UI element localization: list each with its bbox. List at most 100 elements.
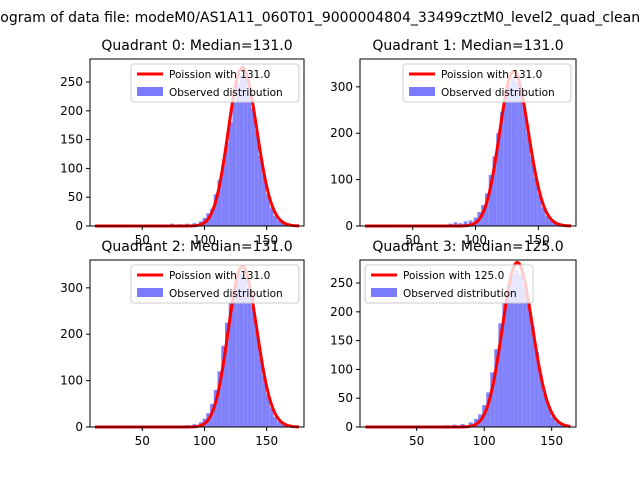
hist-bar [515, 82, 519, 226]
hist-bar [228, 122, 233, 226]
legend: Poission with 131.0 Observed distribution [130, 264, 300, 304]
hist-bar [217, 179, 222, 226]
y-tick-label: 50 [68, 190, 83, 204]
quadrant-title: Quadrant 3: Median=125.0 [372, 239, 563, 255]
x-tick-label: 50 [135, 233, 150, 247]
y-tick-label: 200 [60, 327, 83, 341]
hist-bar [232, 102, 237, 226]
hist-bar [217, 371, 222, 427]
hist-bar [221, 345, 225, 427]
legend-box [130, 63, 300, 103]
quadrant-title: Quadrant 0: Median=131.0 [101, 38, 292, 54]
hist-bar [266, 194, 270, 226]
hist-bar [468, 220, 473, 226]
y-tick-label: 150 [330, 334, 353, 348]
hist-bar [228, 301, 233, 427]
hist-bar [251, 107, 255, 226]
hist-bar [484, 193, 489, 226]
axes-frame [89, 259, 305, 428]
legend-curve-label: Poission with 125.0 [403, 270, 504, 282]
axes-frame [359, 58, 577, 227]
x-tick-label: 50 [405, 233, 420, 247]
hist-bar [280, 424, 285, 427]
hist-bar [258, 155, 263, 226]
hist-bar [537, 194, 542, 226]
hist-bar [518, 274, 523, 427]
hist-bar [538, 375, 543, 427]
quadrant-title: Quadrant 1: Median=131.0 [372, 38, 563, 54]
hist-bar [251, 306, 255, 427]
hist-bar [232, 287, 237, 427]
hist-bar [542, 393, 547, 427]
hist-bar [490, 372, 495, 427]
hist-bar [522, 285, 527, 427]
y-tick-label: 0 [345, 420, 353, 434]
hist-bar [518, 91, 523, 226]
y-tick-label: 250 [330, 276, 353, 290]
quadrant-2-panel: 50 100 150 0 100 200 300 Poission with 131.0 Obs… [60, 259, 305, 448]
quadrant-0-panel: 50 100 150 0 50 100 150 200 250 Poission with 131… [60, 58, 305, 247]
hist-bar [266, 394, 270, 427]
hist-bar [546, 406, 552, 427]
hist-bar [552, 223, 557, 226]
y-tick-label: 100 [330, 362, 353, 376]
hist-bar [502, 303, 507, 427]
y-tick-label: 300 [330, 80, 353, 94]
legend-hist-swatch [137, 87, 163, 96]
hist-bar [559, 424, 564, 427]
legend-hist-label: Observed distribution [169, 87, 283, 99]
hist-bar [269, 407, 274, 427]
hist-bar [258, 352, 263, 427]
hist-bar [254, 130, 259, 226]
hist-bar [262, 175, 267, 226]
x-tick-label: 150 [255, 233, 278, 247]
hist-bar [486, 392, 491, 427]
legend: Poission with 125.0 Observed distribution [364, 264, 534, 304]
y-tick-label: 0 [75, 219, 83, 233]
hist-bar [239, 273, 244, 427]
legend-hist-swatch [409, 87, 435, 96]
legend-hist-swatch [371, 288, 397, 297]
hist-bar [545, 215, 549, 226]
hist-bar [526, 133, 531, 226]
hist-bar [262, 375, 267, 427]
legend-hist-label: Observed distribution [169, 288, 283, 300]
legend-hist-swatch [137, 288, 163, 297]
y-tick-label: 200 [330, 305, 353, 319]
hist-bar [224, 142, 229, 226]
hist-bar [511, 78, 516, 226]
y-tick-label: 300 [60, 281, 83, 295]
hist-bar [236, 278, 240, 427]
hist-bar [463, 221, 468, 226]
quadrant-title: Quadrant 2: Median=131.0 [101, 239, 292, 255]
legend: Poission with 131.0 Observed distribution [402, 63, 572, 103]
hist-bar [503, 96, 508, 226]
hist-bar [243, 77, 248, 227]
hist-bar [492, 156, 497, 226]
hist-bar [277, 421, 281, 427]
y-tick-label: 150 [60, 133, 83, 147]
legend-box [130, 264, 300, 304]
hist-bar [221, 165, 225, 226]
hist-bar [534, 352, 539, 427]
hist-bar [510, 274, 515, 427]
hist-bar [530, 326, 535, 427]
hist-bar [533, 177, 538, 226]
hist-bar [496, 133, 501, 226]
legend-box [402, 63, 572, 103]
hist-bar [514, 270, 519, 427]
hist-bar [522, 107, 527, 226]
hist-bar [507, 84, 512, 226]
x-tick-label: 150 [540, 434, 563, 448]
hist-bar [247, 88, 252, 226]
axes-frame [89, 58, 305, 227]
hist-bar [210, 208, 214, 226]
y-tick-label: 50 [338, 391, 353, 405]
hist-bar [247, 287, 252, 427]
y-tick-label: 200 [60, 104, 83, 118]
hist-bar [224, 322, 229, 428]
hist-bar [453, 222, 458, 226]
hist-bar [236, 83, 240, 226]
